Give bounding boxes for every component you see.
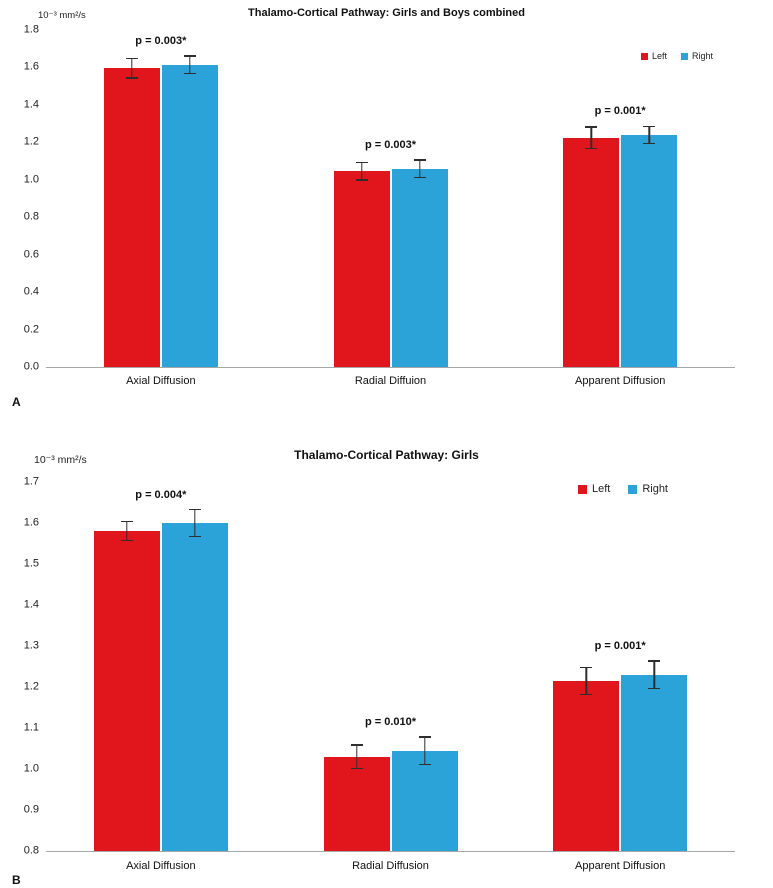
y-tick-label: 1.7: [23, 475, 39, 488]
bar-right: [161, 64, 218, 367]
chart-title: Thalamo-Cortical Pathway: Girls and Boys…: [248, 7, 525, 19]
x-axis-labels: Axial Diffusion Radial Diffuion Apparent D…: [46, 375, 735, 387]
y-tick-label: 0.4: [23, 285, 39, 298]
error-bar: [580, 666, 593, 696]
bar-group: p = 0.001*: [505, 482, 735, 851]
y-tick-label: 1.3: [23, 639, 39, 652]
y-tick-label: 0.0: [23, 360, 39, 373]
bar-right: [391, 750, 458, 851]
chart-panel-b: 10⁻³ mm²/s Thalamo-Cortical Pathway: Gir…: [0, 440, 773, 888]
x-axis-label: Radial Diffusion: [352, 860, 429, 872]
y-tick-label: 1.6: [23, 516, 39, 529]
y-tick-label: 1.2: [23, 680, 39, 693]
legend-swatch-right: [680, 53, 688, 60]
p-value-annotation: p = 0.001*: [594, 105, 646, 118]
legend-swatch-left: [640, 53, 648, 60]
panel-label-b: B: [12, 873, 21, 887]
plot-region: 0.8 0.9 1.0 1.1 1.2 1.3 1.4 1.5 1.6 1.7 p = 0.004…: [24, 476, 735, 856]
x-axis-labels: Axial Diffusion Radial Diffusion Apparent …: [46, 860, 735, 872]
bar-group: p = 0.001*: [505, 30, 735, 367]
y-tick-label: 0.8: [23, 210, 39, 223]
bar-left: [563, 137, 620, 367]
y-axis-units-label: 10⁻³ mm²/s: [34, 454, 87, 466]
x-axis-label: Axial Diffusion: [126, 860, 196, 872]
y-tick-label: 1.4: [23, 98, 39, 111]
error-bar: [188, 508, 201, 538]
error-bar: [120, 520, 133, 542]
bar-right: [621, 134, 678, 367]
legend-item-right: Right: [680, 51, 713, 61]
legend-item-left: Left: [640, 51, 667, 61]
legend-label: Right: [642, 483, 668, 495]
legend: Left Right: [577, 483, 668, 495]
legend-item-left: Left: [577, 483, 611, 495]
p-value-annotation: p = 0.010*: [364, 716, 417, 729]
y-tick-label: 1.0: [23, 173, 39, 186]
p-value-annotation: p = 0.001*: [594, 640, 646, 653]
bar-group: p = 0.003*: [276, 30, 506, 367]
y-tick-label: 1.1: [23, 721, 39, 734]
x-axis-label: Apparent Diffusion: [575, 860, 666, 872]
error-bar: [648, 660, 661, 690]
chart-title: Thalamo-Cortical Pathway: Girls: [294, 448, 479, 462]
bar-left: [93, 531, 160, 851]
legend-swatch-right: [628, 485, 638, 494]
y-tick-label: 0.6: [23, 248, 39, 261]
legend-label: Left: [651, 51, 667, 61]
error-bar: [413, 159, 426, 178]
y-tick-label: 1.4: [23, 598, 39, 611]
y-tick-label: 1.5: [23, 557, 39, 570]
bar-right: [621, 674, 688, 851]
error-bar: [643, 125, 656, 145]
p-value-annotation: p = 0.003*: [364, 139, 417, 152]
bar-left: [323, 756, 390, 851]
y-tick-label: 1.6: [23, 60, 39, 73]
y-axis-units-label: 10⁻³ mm²/s: [38, 10, 86, 21]
bar-group: p = 0.003*: [46, 30, 276, 367]
plot-area: p = 0.003* p = 0.003* p = 0.001*: [46, 30, 735, 367]
error-bar: [183, 55, 196, 74]
bar-left: [103, 68, 160, 367]
p-value-annotation: p = 0.004*: [135, 488, 187, 501]
chart-panel-a: 10⁻³ mm²/s Thalamo-Cortical Pathway: Gir…: [0, 0, 773, 432]
legend-label: Left: [591, 483, 611, 495]
plot-region: 0.0 0.2 0.4 0.6 0.8 1.0 1.2 1.4 1.6 1.8 p = 0.003…: [24, 24, 735, 372]
x-axis-label: Apparent Diffusion: [575, 375, 666, 387]
bar-right: [391, 168, 448, 367]
bar-right: [161, 523, 228, 851]
legend-label: Right: [691, 51, 713, 61]
x-axis-label: Radial Diffuion: [354, 375, 427, 387]
y-axis: 0.0 0.2 0.4 0.6 0.8 1.0 1.2 1.4 1.6 1.8: [5, 24, 39, 372]
error-bar: [355, 162, 368, 181]
y-tick-label: 0.2: [23, 323, 39, 336]
bar-left: [333, 171, 390, 367]
y-axis: 0.8 0.9 1.0 1.1 1.2 1.3 1.4 1.5 1.6 1.7: [5, 476, 39, 856]
bar-group: p = 0.010*: [276, 482, 506, 851]
legend-swatch-left: [577, 485, 587, 494]
p-value-annotation: p = 0.003*: [135, 35, 187, 48]
error-bar: [350, 744, 363, 769]
y-tick-label: 1.8: [23, 23, 39, 36]
y-tick-label: 0.9: [23, 803, 39, 816]
panel-label-a: A: [12, 395, 21, 409]
y-tick-label: 0.8: [23, 844, 39, 857]
legend: Left Right: [640, 51, 713, 61]
y-tick-label: 1.0: [23, 762, 39, 775]
bar-left: [553, 680, 620, 851]
error-bar: [418, 736, 431, 765]
legend-item-right: Right: [628, 484, 668, 495]
error-bar: [585, 126, 598, 149]
bar-group: p = 0.004*: [46, 482, 276, 851]
error-bar: [125, 58, 138, 79]
x-axis-label: Axial Diffusion: [126, 375, 196, 387]
plot-area: p = 0.004* p = 0.010* p = 0.001*: [46, 482, 735, 851]
y-tick-label: 1.2: [23, 135, 39, 148]
